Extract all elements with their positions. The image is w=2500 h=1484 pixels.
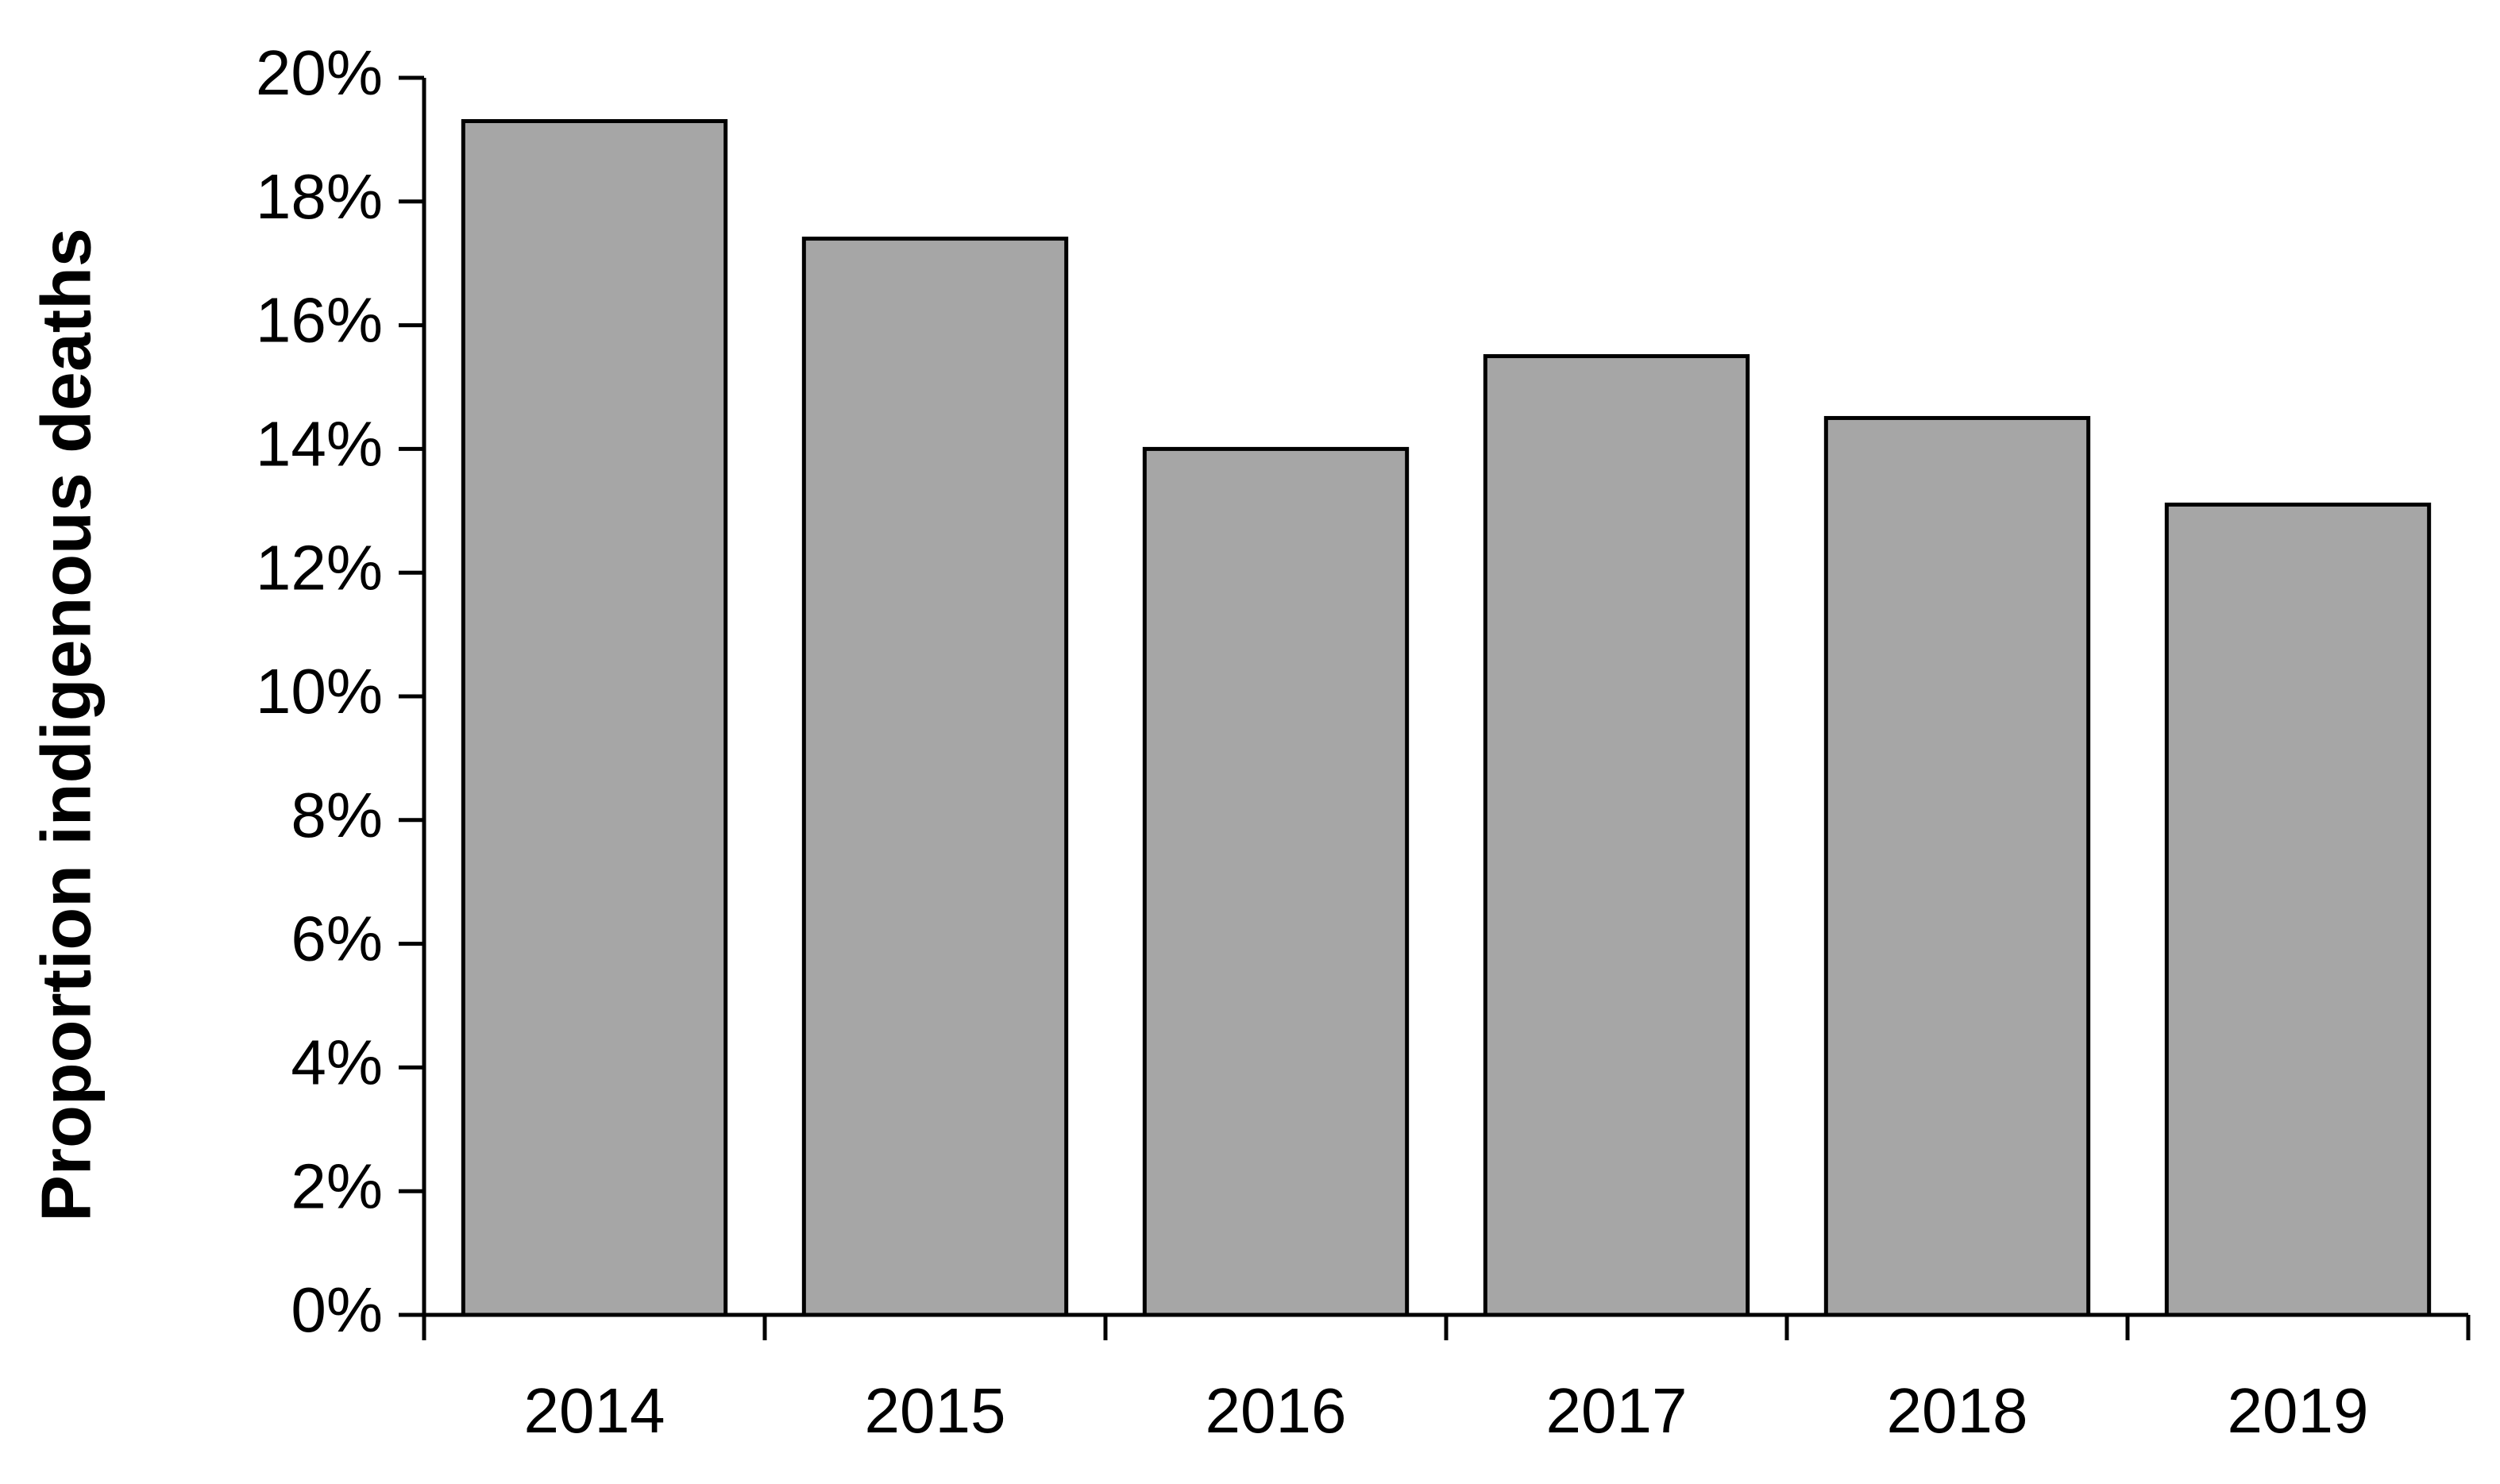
- x-tick-label: 2017: [1546, 1375, 1688, 1446]
- y-tick-label: 10%: [256, 656, 383, 727]
- y-tick-label: 14%: [256, 409, 383, 480]
- y-tick-label: 2%: [291, 1151, 383, 1221]
- y-tick-label: 0%: [291, 1274, 383, 1345]
- bar: [1823, 415, 2091, 1317]
- bar: [2164, 503, 2432, 1317]
- x-tick-label: 2015: [865, 1375, 1006, 1446]
- x-tick-label: 2016: [1206, 1375, 1347, 1446]
- x-tick-label: 2019: [2228, 1375, 2369, 1446]
- y-tick-label: 6%: [291, 904, 383, 974]
- y-tick-label: 12%: [256, 532, 383, 603]
- bar: [461, 119, 728, 1317]
- x-tick-label: 2018: [1887, 1375, 2028, 1446]
- x-tick-label: 2014: [524, 1375, 666, 1446]
- bar: [1142, 446, 1410, 1317]
- y-tick-label: 20%: [256, 37, 383, 108]
- y-tick-label: 16%: [256, 285, 383, 356]
- y-tick-label: 8%: [291, 780, 383, 850]
- y-tick-label: 4%: [291, 1027, 383, 1098]
- y-tick-label: 18%: [256, 161, 383, 232]
- bar: [801, 237, 1069, 1317]
- bar: [1483, 354, 1750, 1317]
- y-axis-label: Proportion indigenous deaths: [26, 228, 105, 1222]
